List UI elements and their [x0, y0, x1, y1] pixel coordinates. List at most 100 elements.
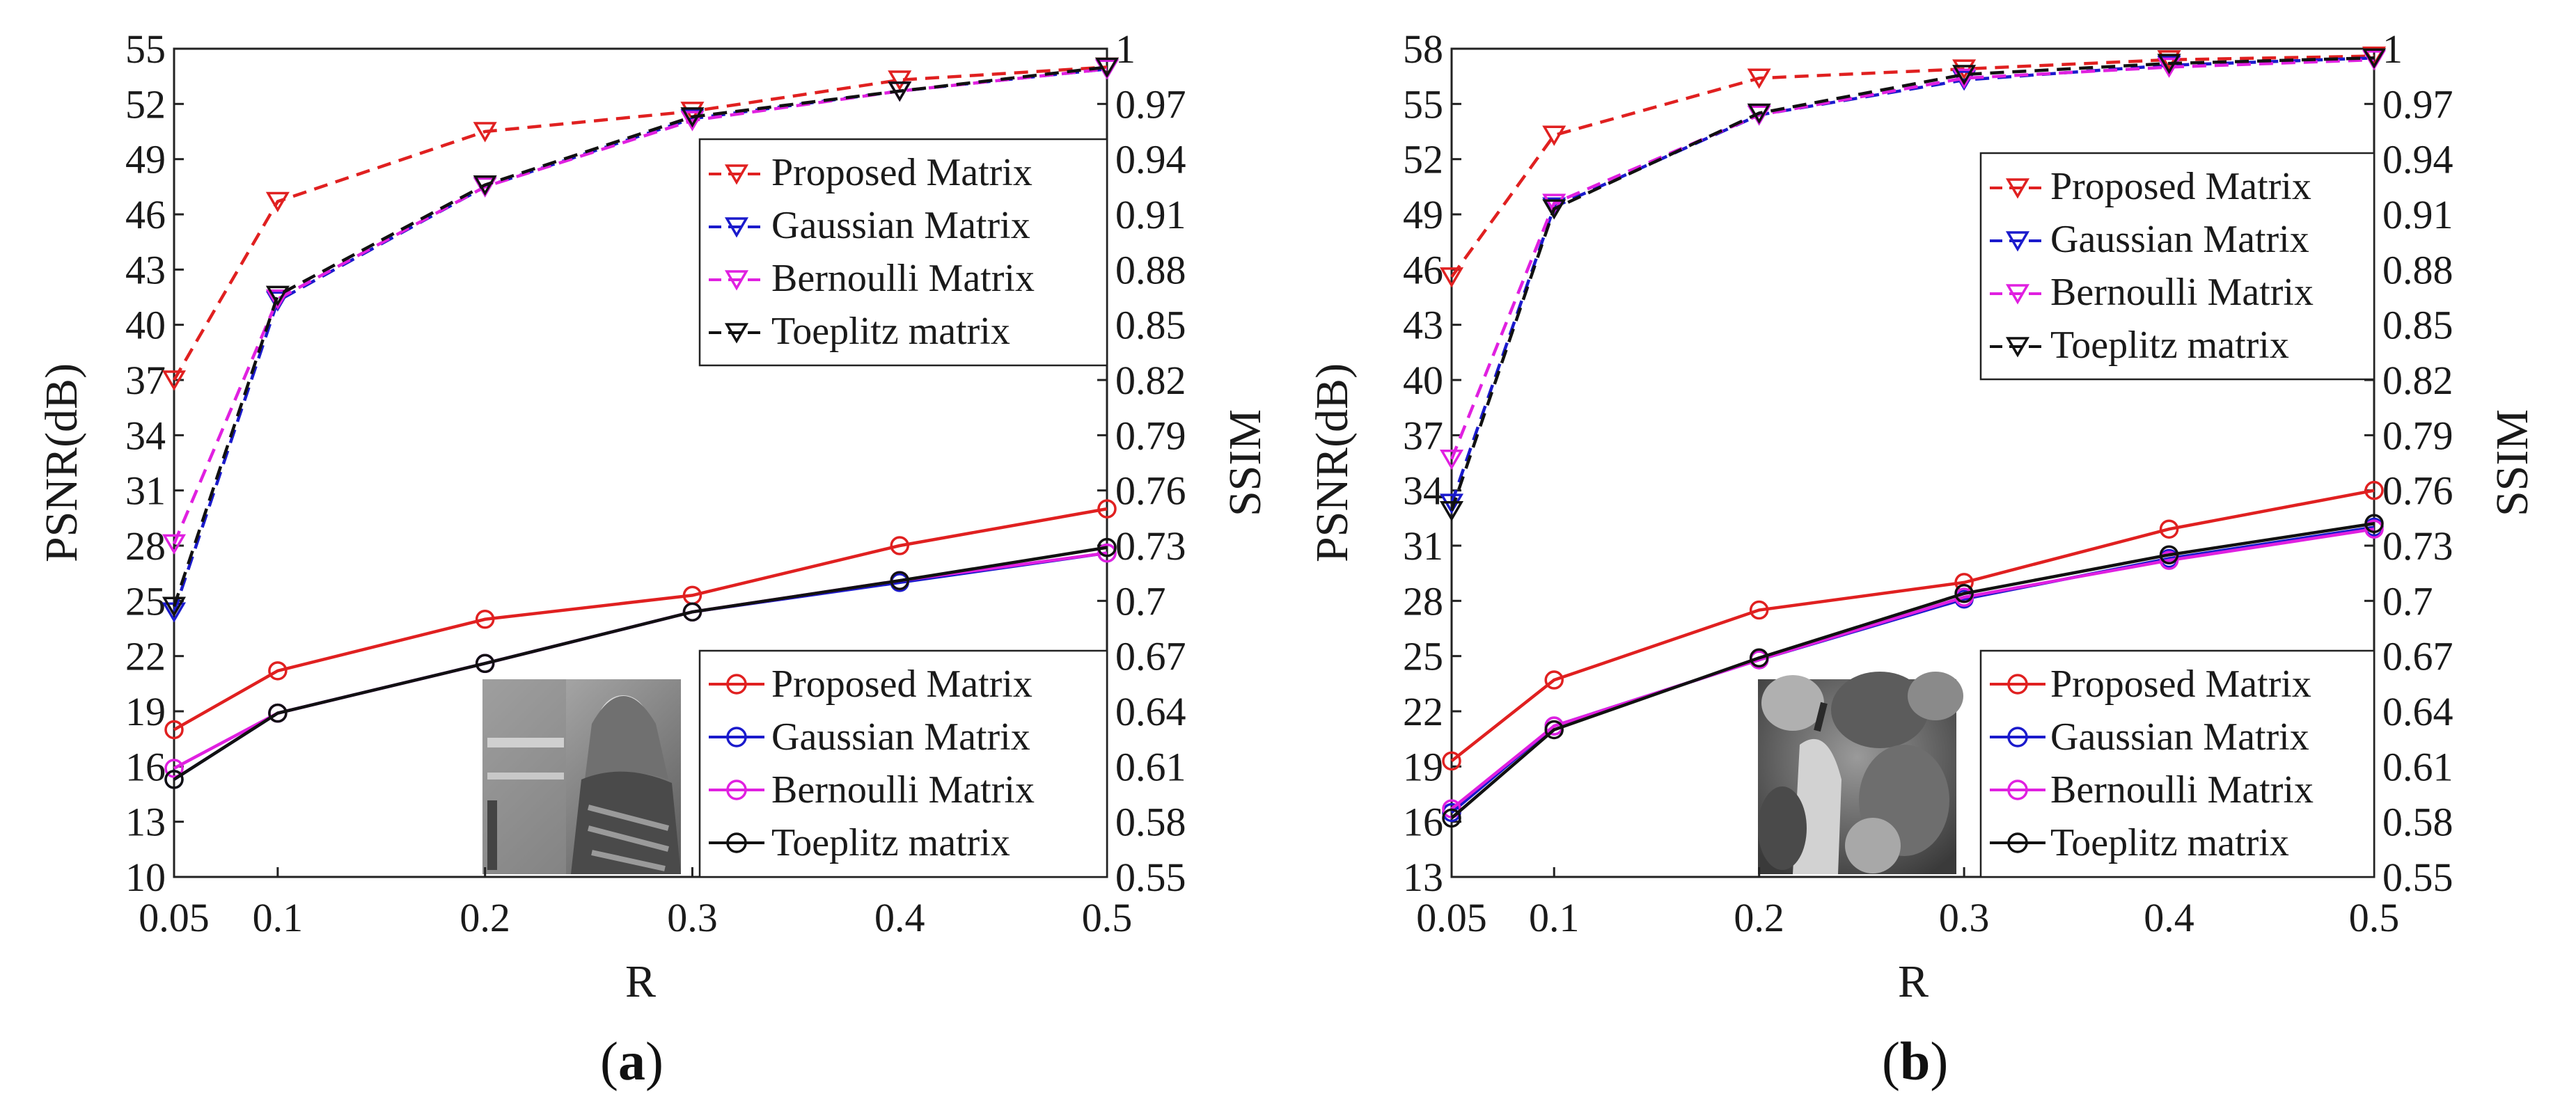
y-tick-label-left: 58: [1403, 26, 1443, 72]
y-tick-label-left: 49: [125, 137, 166, 182]
psnr-data-point: [2364, 480, 2384, 500]
y-tick-label-right: 0.85: [1115, 303, 1186, 348]
psnr-data-point: [890, 571, 909, 590]
ssim-data-point: [680, 107, 705, 128]
y-tick-label-right: 0.79: [2382, 413, 2453, 458]
legend-label: Bernoulli Matrix: [2050, 768, 2314, 812]
y-tick-label-right: 0.85: [2382, 303, 2453, 348]
y-tick-label-left: 49: [1403, 192, 1443, 237]
panel-a-caption: (a): [600, 1031, 663, 1091]
ssim-data-point: [1747, 103, 1771, 125]
panel-b-y-axis-label-right: SSIM: [2487, 409, 2538, 516]
psnr-data-point: [1749, 648, 1769, 668]
legend-entry: Gaussian Matrix: [709, 204, 1030, 247]
y-tick-label-right: 0.76: [1115, 468, 1186, 514]
ssim-data-point: [1952, 65, 1977, 86]
x-tick-label: 0.1: [1529, 895, 1580, 940]
legend-entry: Gaussian Matrix: [1990, 715, 2309, 759]
y-tick-label-left: 16: [125, 744, 166, 789]
ssim-series-line: [1450, 56, 2375, 512]
x-tick-label: 0.3: [1939, 895, 1990, 940]
psnr-data-point: [475, 654, 495, 673]
y-tick-label-left: 43: [1403, 303, 1443, 348]
x-tick-label: 0.05: [1416, 895, 1487, 940]
ssim-data-point: [1952, 68, 1977, 89]
y-tick-label-left: 34: [1403, 468, 1443, 514]
y-tick-label-right: 0.58: [2382, 800, 2453, 845]
y-tick-label-left: 16: [1403, 800, 1443, 845]
y-tick-label-left: 22: [1403, 689, 1443, 734]
ssim-data-point: [473, 175, 497, 196]
psnr-series-line: [1450, 522, 2375, 820]
y-tick-label-right: 0.73: [1115, 523, 1186, 569]
psnr-data-point: [1749, 600, 1769, 620]
y-tick-label-left: 19: [125, 689, 166, 734]
psnr-data-point: [164, 720, 184, 740]
legend-entry: Proposed Matrix: [709, 663, 1032, 706]
y-tick-label-right: 0.7: [2382, 578, 2433, 624]
y-tick-label-right: 0.76: [2382, 468, 2453, 514]
psnr-data-point: [2364, 514, 2384, 534]
x-tick-label: 0.5: [1082, 895, 1133, 940]
y-tick-label-left: 31: [125, 468, 166, 514]
y-tick-label-left: 55: [1403, 81, 1443, 127]
ssim-data-point: [265, 289, 290, 310]
ssim-data-point: [1439, 501, 1464, 522]
panel-b-legend-ssim: Proposed Matrix Gaussian Matrix Bernoull…: [1979, 152, 2375, 381]
y-tick-label-right: 0.67: [2382, 634, 2453, 679]
ssim-data-point: [162, 370, 187, 391]
panel-a-legend-psnr: Proposed Matrix Gaussian Matrix Bernoull…: [698, 649, 1108, 878]
legend-entry: Gaussian Matrix: [1990, 218, 2309, 261]
legend-label: Toeplitz matrix: [771, 821, 1010, 864]
legend-entry: Proposed Matrix: [709, 151, 1032, 194]
y-tick-label-left: 25: [125, 578, 166, 624]
ssim-data-point: [1439, 449, 1464, 470]
x-tick-label: 0.05: [139, 895, 210, 940]
psnr-data-point: [164, 770, 184, 789]
y-tick-label-right: 0.58: [1115, 800, 1186, 845]
y-tick-label-right: 0.79: [1115, 413, 1186, 458]
y-tick-label-left: 43: [125, 247, 166, 292]
x-tick-label: 0.2: [460, 895, 510, 940]
y-tick-label-right: 0.82: [2382, 358, 2453, 403]
legend-label: Toeplitz matrix: [2050, 821, 2289, 864]
legend-label: Proposed Matrix: [771, 151, 1032, 194]
legend-entry: Gaussian Matrix: [709, 715, 1030, 759]
psnr-data-point: [1097, 537, 1117, 557]
panel-b-y-axis-label-left: PSNR(dB): [1307, 363, 1358, 562]
legend-entry: Toeplitz matrix: [709, 821, 1010, 864]
psnr-series-line: [1450, 489, 2375, 763]
ssim-data-point: [162, 596, 187, 617]
legend-label: Proposed Matrix: [2050, 165, 2311, 208]
y-tick-label-left: 34: [125, 413, 166, 458]
psnr-data-point: [1097, 543, 1117, 563]
psnr-data-point: [2159, 519, 2179, 539]
legend-entry: Proposed Matrix: [1990, 165, 2311, 208]
y-tick-label-right: 0.67: [1115, 634, 1186, 679]
x-tick-label: 0.1: [253, 895, 304, 940]
psnr-data-point: [2364, 519, 2384, 539]
y-tick-label-right: 0.91: [1115, 192, 1186, 237]
y-tick-label-left: 52: [125, 81, 166, 127]
panel-a-inset-image: [482, 679, 681, 874]
ssim-series-line: [1450, 58, 2375, 460]
y-tick-label-right: 0.97: [2382, 81, 2453, 127]
legend-label: Gaussian Matrix: [2050, 218, 2309, 261]
y-tick-label-left: 52: [1403, 137, 1443, 182]
legend-label: Proposed Matrix: [771, 663, 1032, 706]
psnr-data-point: [1442, 751, 1461, 771]
legend-entry: Toeplitz matrix: [709, 310, 1010, 353]
ssim-data-point: [888, 81, 912, 102]
y-tick-label-left: 55: [125, 26, 166, 72]
x-tick-label: 0.4: [874, 895, 925, 940]
x-tick-label: 0.2: [1734, 895, 1784, 940]
panel-b-chart: 13 16 19 22 25 28 31 34 37 40 43 46 49 52 55 58 0.55 0.58…: [1307, 26, 2538, 1007]
y-tick-label-left: 13: [125, 800, 166, 845]
psnr-series-line: [1450, 527, 2375, 810]
y-tick-label-right: 0.55: [2382, 855, 2453, 900]
y-tick-label-left: 28: [125, 523, 166, 569]
legend-label: Gaussian Matrix: [771, 204, 1030, 247]
panel-a-x-axis-label: R: [625, 956, 656, 1007]
y-tick-label-left: 28: [1403, 578, 1443, 624]
y-tick-label-left: 40: [125, 303, 166, 348]
